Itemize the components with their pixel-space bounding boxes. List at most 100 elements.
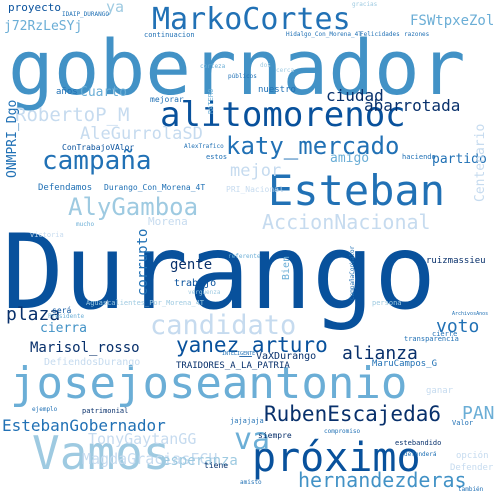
word-tonygaytangg: TonyGaytanGG xyxy=(88,430,197,448)
word-rubenescajeda6: RubenEscajeda6 xyxy=(264,402,442,426)
word-hernandezderas: hernandezderas xyxy=(298,468,467,492)
word-amisto: amisto xyxy=(240,479,262,486)
word-tiene: tiene xyxy=(204,461,229,470)
word-estebandido: estebandido xyxy=(395,439,442,447)
word-vaxdurango: VaXDurango xyxy=(256,351,317,362)
word-persona: persona xyxy=(372,299,402,307)
word-pri-nacional: PRI_Nacional xyxy=(226,185,284,194)
word-defendamos: Defendamos xyxy=(38,183,93,193)
word-alexfonicano: AlexTrafico xyxy=(184,143,224,150)
word-cierre: cierre xyxy=(432,330,458,338)
word-durango-con-morena-4t: Durango_Con_Morena_4T xyxy=(104,183,206,192)
word-alitomorenoc: alitomorenoc xyxy=(160,95,406,135)
word-campana: campaña xyxy=(42,146,152,176)
word-jajajaja: jajajaja xyxy=(230,417,264,425)
word-mucho: mucho xyxy=(76,221,95,228)
word-proximo: próximo xyxy=(252,435,421,481)
word-mejorar: mejorar xyxy=(150,95,184,104)
word-patrimonial: patrimonial xyxy=(82,407,129,415)
word-magdagraciasfch: MagdaGraciasFCH xyxy=(82,450,218,468)
word-cuarto: Cuarto xyxy=(80,85,127,100)
word-voto: voto xyxy=(436,316,480,337)
word-nuestro: nuestro xyxy=(258,85,296,95)
word-j72rzlesyj: j72RzLeSYj xyxy=(4,19,83,34)
word-partido: partido xyxy=(432,152,487,167)
word-cierra: cierra xyxy=(40,321,87,336)
word-ejemplo: ejemplo xyxy=(32,406,58,413)
word-estebangobernador: EstebanGobernador xyxy=(2,416,166,435)
word-accionnacional: AccionNacional xyxy=(262,210,431,234)
word-continuacion: continuacion xyxy=(144,31,195,39)
word-corrupto: corrupto xyxy=(135,228,151,296)
word-inteligente: INTELIGENTE xyxy=(222,351,256,357)
word-razones: razones xyxy=(404,31,430,38)
word-referente: referente xyxy=(228,253,261,260)
word-traidores-a-la-patria: TRAIDORES_A_LA_PATRIA xyxy=(176,361,290,371)
word-alegurrolasd: AleGurrolaSD xyxy=(80,124,203,144)
word-ya: ya xyxy=(106,0,125,16)
word-esperanza: esperanza xyxy=(162,453,238,469)
word-gobernador: gobernador xyxy=(8,23,466,112)
word-amigo: amigo xyxy=(330,151,370,166)
word-hidalgo-con-morena-4t: Hidalgo_Con_Morena_4T xyxy=(286,31,362,38)
word-opcion: opción xyxy=(456,451,489,461)
word-cerca: cerca xyxy=(276,67,295,74)
word-defender: Defender xyxy=(450,463,494,473)
word-vamos: Vamos xyxy=(32,426,171,480)
word-felicidades: Felicidades xyxy=(360,31,400,38)
word-trabajo: trabajo xyxy=(174,278,217,289)
word-sera: será xyxy=(52,306,72,315)
word-idaip-durango: IDAIP_DURANGO xyxy=(62,11,109,18)
word-campanaconvalor: CampañaConValor xyxy=(349,245,356,300)
word-ruizmassieu-v: RATERO xyxy=(207,88,215,114)
word-onmpri-dgo: ONMPRI_Dgo xyxy=(5,99,20,178)
word-siempre: siempre xyxy=(258,431,292,440)
word-durango: Durango xyxy=(2,213,437,333)
word-ganar: ganar xyxy=(426,386,454,396)
word-defiendosdurango: DefiendosDurango xyxy=(44,357,141,368)
word-yanez-arturo: yanez_arturo xyxy=(176,333,328,357)
word-fswtpxezol: FSWtpxeZol xyxy=(410,13,495,29)
word-publicos: públicos xyxy=(228,73,257,80)
word-candidato: candidato xyxy=(150,310,297,341)
word-gracias: gracias xyxy=(352,1,378,8)
word-robertop-m: RobertoP_M xyxy=(15,104,130,126)
word-esteban: Esteban xyxy=(268,166,446,215)
word-presidente: Presidente xyxy=(48,313,85,320)
word-proyecto: proyecto xyxy=(8,1,61,14)
word-mejor: mejor xyxy=(230,161,282,181)
word-josejoseantonio: josejoseantonio xyxy=(10,358,408,409)
word-anos: años xyxy=(56,87,78,97)
word-dos: dos xyxy=(260,62,271,69)
word-verguenza: vergüenza xyxy=(188,289,221,296)
word-defendera: defenderá xyxy=(404,451,437,458)
word-pan: PAN xyxy=(462,403,495,424)
word-katy-mercado: katy_mercado xyxy=(226,132,400,160)
word-archivosanos: ArchivosAnos xyxy=(452,311,489,317)
word-certeza: certeza xyxy=(200,63,226,70)
word-contrabajovalor: ConTrabajoVAlor xyxy=(62,143,135,152)
word-victoria: victoria xyxy=(30,231,64,239)
word-marucampos-g: MaruCampos_G xyxy=(372,359,438,369)
word-ciudad: ciudad xyxy=(326,86,384,105)
word-compromiso: compromiso xyxy=(324,428,361,435)
word-aguascalientes-por-morena-4t: Aguascalientes_Por_Morena_4T xyxy=(86,299,205,307)
word-valor: Valor xyxy=(452,419,474,427)
word-marisol-rosso: Marisol_rosso xyxy=(30,340,140,356)
word-centenario: Centenario xyxy=(473,123,488,202)
word-abarrotada: abarrotada xyxy=(364,96,461,115)
word-tambien: también xyxy=(458,486,484,493)
word-estos: estos xyxy=(206,153,228,161)
word-alianza: alianza xyxy=(342,343,418,364)
word-bien: Bien xyxy=(281,255,292,280)
word-morena: Morena xyxy=(148,215,188,228)
word-alygamboa: AlyGamboa xyxy=(68,193,199,221)
word-plaza: plaza xyxy=(6,304,61,325)
word-va: va xyxy=(234,422,271,457)
word-gente: gente xyxy=(170,257,213,273)
word-haciendo: haciendo xyxy=(402,153,436,161)
word-transparencia: transparencia xyxy=(404,335,459,343)
word-markocortes: MarkoCortes xyxy=(152,2,351,37)
word-ruizmassieu: ruizmassieu xyxy=(426,256,486,266)
